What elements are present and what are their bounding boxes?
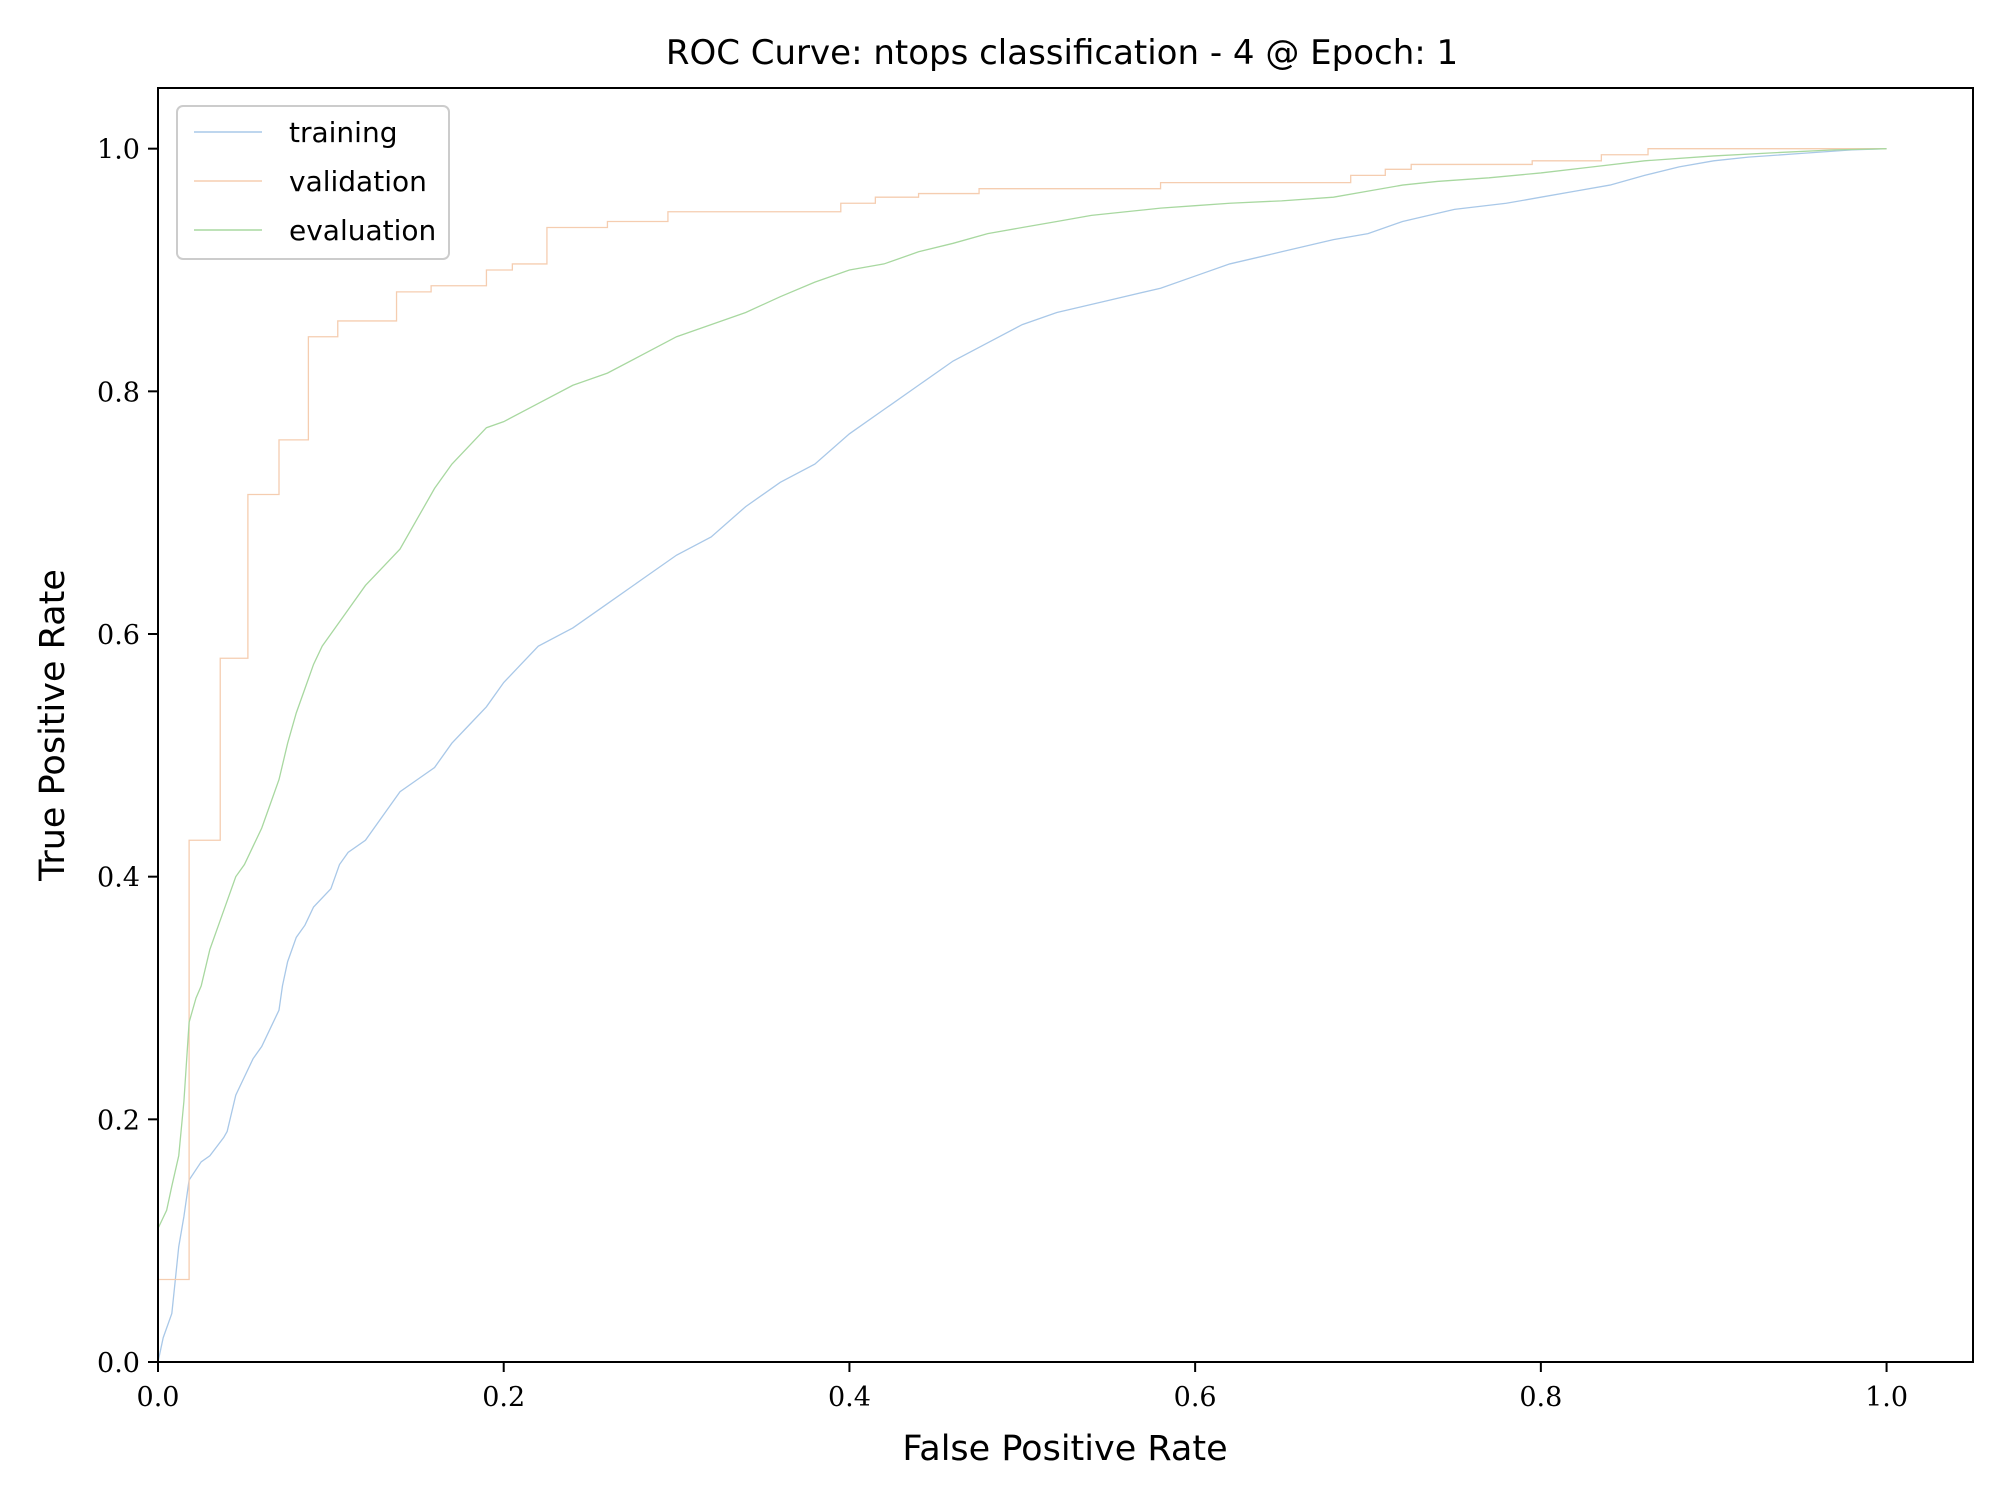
x-tick-label: 0.2 xyxy=(482,1382,525,1413)
x-tick-label: 0.4 xyxy=(828,1382,871,1413)
legend-items: training validation evaluation xyxy=(194,116,436,247)
axes-frame xyxy=(157,87,1974,1363)
y-tick-label: 0.2 xyxy=(97,1105,140,1136)
y-tick-label: 0.4 xyxy=(97,863,140,894)
legend-label-training: training xyxy=(289,116,397,149)
x-tick-label: 0.8 xyxy=(1519,1382,1562,1413)
legend-box xyxy=(176,105,450,260)
y-tick-label: 0.0 xyxy=(97,1348,140,1379)
series-group xyxy=(157,148,1887,1363)
x-axis-label: False Positive Rate xyxy=(902,1429,1227,1469)
x-tick-label: 1.0 xyxy=(1865,1382,1908,1413)
x-tick-label: 0.0 xyxy=(137,1382,180,1413)
y-tick-label: 0.6 xyxy=(97,620,140,651)
chart-title: ROC Curve: ntops classification - 4 @ Ep… xyxy=(666,33,1458,73)
y-tick-label: 0.8 xyxy=(97,377,140,408)
x-axis-ticks: 0.0 0.2 0.4 0.6 0.8 1.0 xyxy=(137,1362,1908,1413)
legend-label-evaluation: evaluation xyxy=(289,214,436,247)
plot-area xyxy=(157,87,1974,1363)
y-axis-ticks: 0.0 0.2 0.4 0.6 0.8 1.0 xyxy=(97,135,158,1379)
series-line-evaluation xyxy=(157,148,1887,1229)
series-line-validation xyxy=(158,148,1887,1281)
legend: training validation evaluation xyxy=(176,105,450,260)
series-line-training xyxy=(157,148,1887,1363)
legend-label-validation: validation xyxy=(289,165,427,198)
y-axis-label: True Positive Rate xyxy=(33,569,73,882)
x-tick-label: 0.6 xyxy=(1174,1382,1217,1413)
y-tick-label: 1.0 xyxy=(97,135,140,166)
